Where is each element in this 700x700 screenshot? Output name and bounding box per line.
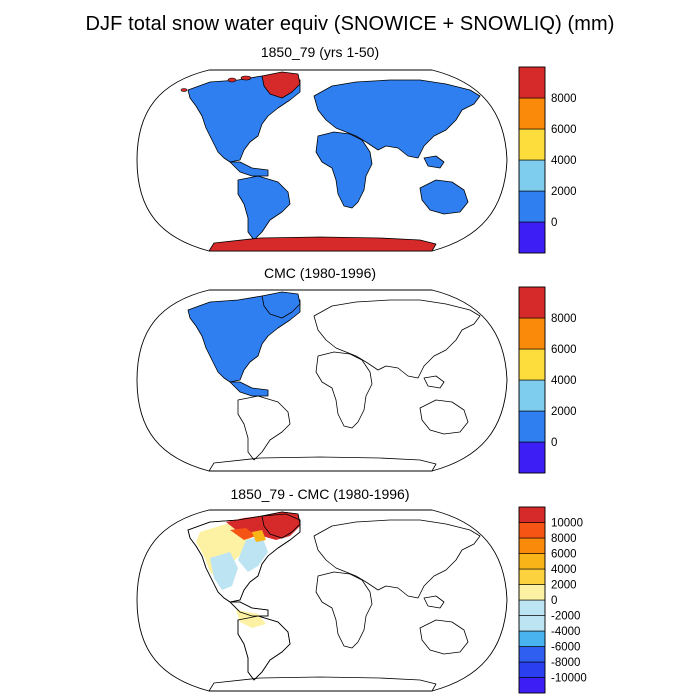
colorbar-swatch [518,568,546,585]
landmass-australia [419,399,469,435]
difference-patch [230,528,256,540]
colorbar-tick-label: -4000 [551,626,580,638]
colorbar-swatch [518,348,546,381]
landmass-eurasia [313,79,481,159]
landmass-central-america [229,381,269,397]
colorbar-swatch [518,630,546,647]
colorbar-tick-label: -6000 [551,642,580,654]
landmass-central-america [229,601,269,617]
landmass-north-america [187,513,301,603]
landmass-north-america [187,73,301,163]
colorbar-swatch [518,317,546,350]
difference-patch [252,530,266,542]
colorbar-swatch [518,599,546,616]
landmass-greenland [261,511,301,539]
landmass-antarctica [208,676,437,692]
colorbar-swatch [518,537,546,554]
landmass-australia [419,179,469,215]
difference-patch [236,610,266,628]
panel-title-model: 1850_79 (yrs 1-50) [260,44,380,60]
colorbar-swatch [518,506,546,523]
colorbar-tick-label: -8000 [551,657,580,669]
snow-patch [227,77,237,83]
colorbar-diff: 10000 8000 6000 4000 2000 0 -2000 -4000 -6000 -80… [518,506,587,694]
difference-patch [196,522,252,582]
landmass-maritime-asia [423,375,445,389]
snow-patch [180,88,188,92]
colorbar-tick-label: 10000 [551,518,583,530]
colorbar-swatch [518,190,546,223]
landmass-north-america [187,293,301,383]
colorbar-tick-label: 6000 [551,344,577,356]
colorbar-tick-label: 6000 [551,124,577,136]
colorbar-tick-label: 6000 [551,549,577,561]
colorbar-swatch [518,379,546,412]
colorbar-swatch [518,441,546,474]
difference-patch [210,552,238,590]
colorbar-tick-label: 8000 [551,533,577,545]
landmass-eurasia [313,519,481,599]
snow-patch [240,75,252,81]
landmass-central-america [229,161,269,177]
landmass-africa [315,131,373,209]
landmass-greenland [261,291,301,319]
landmass-south-america [237,395,291,461]
colorbar-swatch [518,615,546,632]
colorbar-tick-label: -10000 [551,673,587,685]
landmass-south-america [237,175,291,241]
colorbar-swatch [518,128,546,161]
landmass-south-america [237,615,291,681]
colorbar-tick-label: 4000 [551,564,577,576]
difference-patch [238,536,268,572]
colorbar-swatch [518,584,546,601]
colorbar-swatch [518,66,546,99]
colorbar-tick-label: 2000 [551,580,577,592]
colorbar-tick-label: 4000 [551,375,577,387]
landmass-maritime-asia [423,595,445,609]
landmass-africa [315,351,373,429]
landmass-australia [419,619,469,655]
colorbar-tick-label: 0 [551,595,557,607]
figure-title: DJF total snow water equiv (SNOWICE + SN… [85,13,615,35]
colorbar-tick-label: 0 [551,437,557,449]
colorbar-swatch [518,286,546,319]
colorbar-model: 8000 6000 4000 2000 0 [518,66,577,254]
landmass-antarctica [208,236,437,252]
colorbar-swatch [518,661,546,678]
landmass-greenland [261,71,301,99]
colorbar-swatch [518,159,546,192]
colorbar-swatch [518,410,546,443]
landmass-antarctica [208,456,437,472]
colorbar-swatch [518,522,546,539]
panel-title-diff: 1850_79 - CMC (1980-1996) [230,486,410,502]
colorbar-tick-label: -2000 [551,611,580,623]
colorbar-swatch [518,677,546,694]
colorbar-tick-label: 8000 [551,313,577,325]
landmass-africa [315,571,373,649]
colorbar-tick-label: 0 [551,217,557,229]
colorbar-swatch [518,553,546,570]
colorbar-tick-label: 4000 [551,155,577,167]
colorbar-tick-label: 2000 [551,406,577,418]
colorbar-swatch [518,221,546,254]
landmass-maritime-asia [423,155,445,169]
panel-title-obs: CMC (1980-1996) [263,265,377,281]
colorbar-swatch [518,97,546,130]
landmass-eurasia [313,299,481,379]
difference-patch [226,512,300,540]
colorbar-tick-label: 2000 [551,186,577,198]
colorbar-obs: 8000 6000 4000 2000 0 [518,286,577,474]
colorbar-tick-label: 8000 [551,93,577,105]
colorbar-swatch [518,646,546,663]
